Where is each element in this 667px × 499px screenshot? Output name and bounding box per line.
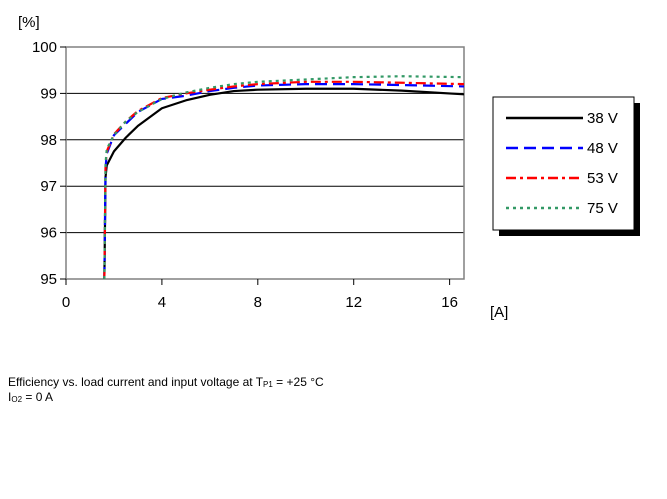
figure-caption: Efficiency vs. load current and input vo… [8,376,324,406]
y-tick-label: 98 [40,132,57,149]
y-tick-label: 97 [40,178,57,195]
legend-label: 53 V [587,170,618,187]
plot-area [65,46,465,280]
x-axis-ticks: 0 4 8 12 16 [62,279,458,311]
x-tick-label: 0 [62,294,70,311]
legend-label: 75 V [587,200,618,217]
y-tick-label: 96 [40,225,57,242]
caption-line-2: IO2 = 0 A [8,390,54,405]
y-axis-ticks: 95 96 97 98 99 100 [32,39,66,288]
y-tick-label: 99 [40,85,57,102]
series-line-48v [103,83,465,280]
y-tick-label: 95 [40,271,57,288]
x-axis-label: [A] [490,304,508,321]
x-tick-label: 4 [158,294,166,311]
efficiency-chart: [%] [A] 95 96 97 98 99 100 0 4 8 12 16 38 V 48 V 53… [18,14,640,321]
caption-line-1: Efficiency vs. load current and input vo… [8,375,324,390]
series-line-38v [103,87,465,280]
x-tick-label: 12 [345,294,362,311]
series-line-75v [103,75,465,280]
legend-label: 38 V [587,110,618,127]
x-tick-label: 16 [441,294,458,311]
legend-label: 48 V [587,140,618,157]
x-tick-label: 8 [254,294,262,311]
y-tick-label: 100 [32,39,57,56]
y-axis-label: [%] [18,14,40,31]
legend: 38 V 48 V 53 V 75 V [492,96,640,236]
series-lines [103,75,465,280]
